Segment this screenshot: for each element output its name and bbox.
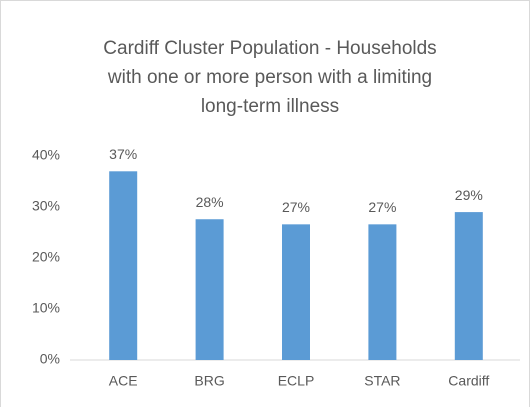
x-tick-label: ACE (109, 373, 138, 389)
data-label: 37% (109, 146, 137, 162)
bar (109, 171, 138, 360)
data-label: 27% (282, 199, 310, 215)
y-tick-label: 10% (32, 300, 60, 316)
bar (368, 224, 397, 360)
data-label: 28% (196, 194, 224, 210)
x-tick-label: BRG (194, 373, 224, 389)
x-tick-label: STAR (364, 373, 400, 389)
y-tick-label: 20% (32, 249, 60, 265)
y-tick-label: 0% (40, 351, 60, 367)
bar (454, 212, 483, 360)
bar (195, 219, 224, 360)
chart-title: with one or more person with a limiting (107, 67, 432, 88)
x-tick-label: Cardiff (448, 373, 489, 389)
data-label: 29% (455, 187, 483, 203)
y-tick-label: 40% (32, 147, 60, 163)
bar (282, 224, 310, 360)
y-tick-label: 30% (32, 198, 60, 214)
x-tick-label: ECLP (278, 373, 315, 389)
data-label: 27% (368, 199, 396, 215)
chart-title: long-term illness (201, 96, 339, 117)
chart-title: Cardiff Cluster Population - Households (103, 38, 436, 59)
